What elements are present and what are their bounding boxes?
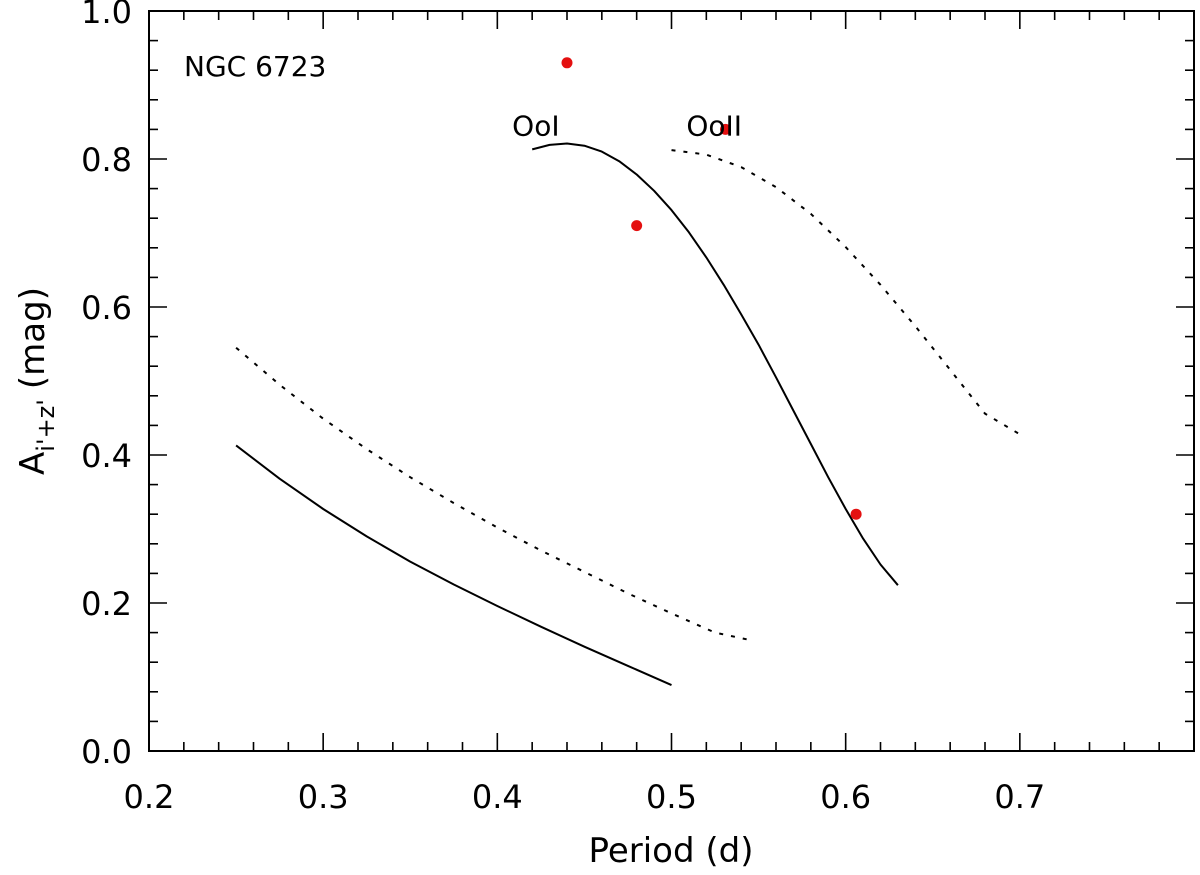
annotations: OoI OoII (512, 110, 742, 143)
locus-curves (235, 142, 1021, 687)
x-tick-label: 0.4 (472, 778, 523, 816)
x-axis-title: Period (d) (589, 831, 754, 871)
curve-annotation: OoI (512, 110, 559, 143)
y-axis-title: Ai'+z' (mag) (13, 287, 60, 475)
y-tick-label: 0.8 (81, 141, 132, 179)
x-tick-label: 0.3 (298, 778, 349, 816)
y-tick-label: 0.6 (81, 289, 132, 327)
data-point (631, 220, 643, 232)
data-point (850, 508, 862, 520)
x-tick-label: 0.2 (124, 778, 175, 816)
series-line-ooi-rrab-locus (531, 142, 899, 586)
y-tick-label: 0.0 (81, 733, 132, 771)
series-line-ooii-rrab-locus (671, 149, 1021, 436)
data-point (561, 57, 573, 69)
cluster-label: NGC 6723 (184, 50, 326, 83)
y-axis-symbol: A (13, 452, 53, 475)
data-point (719, 123, 731, 135)
x-tick-label: 0.7 (994, 778, 1045, 816)
x-tick-label: 0.6 (820, 778, 871, 816)
data-points (561, 57, 862, 520)
y-axis-unit: (mag) (13, 287, 53, 389)
curve-annotation: OoII (686, 110, 742, 143)
tick-labels: 0.2 0.3 0.4 0.5 0.6 0.7 0.0 0.2 0.4 0.6 0.8 1.0 (81, 0, 1045, 816)
series-line-ooi-rrc-locus (235, 444, 672, 687)
y-tick-label: 0.4 (81, 437, 132, 475)
y-tick-label: 1.0 (81, 0, 132, 31)
y-axis-subscript: i'+z' (32, 399, 60, 452)
x-tick-label: 0.5 (646, 778, 697, 816)
y-tick-label: 0.2 (81, 585, 132, 623)
axis-ticks (148, 10, 1195, 752)
